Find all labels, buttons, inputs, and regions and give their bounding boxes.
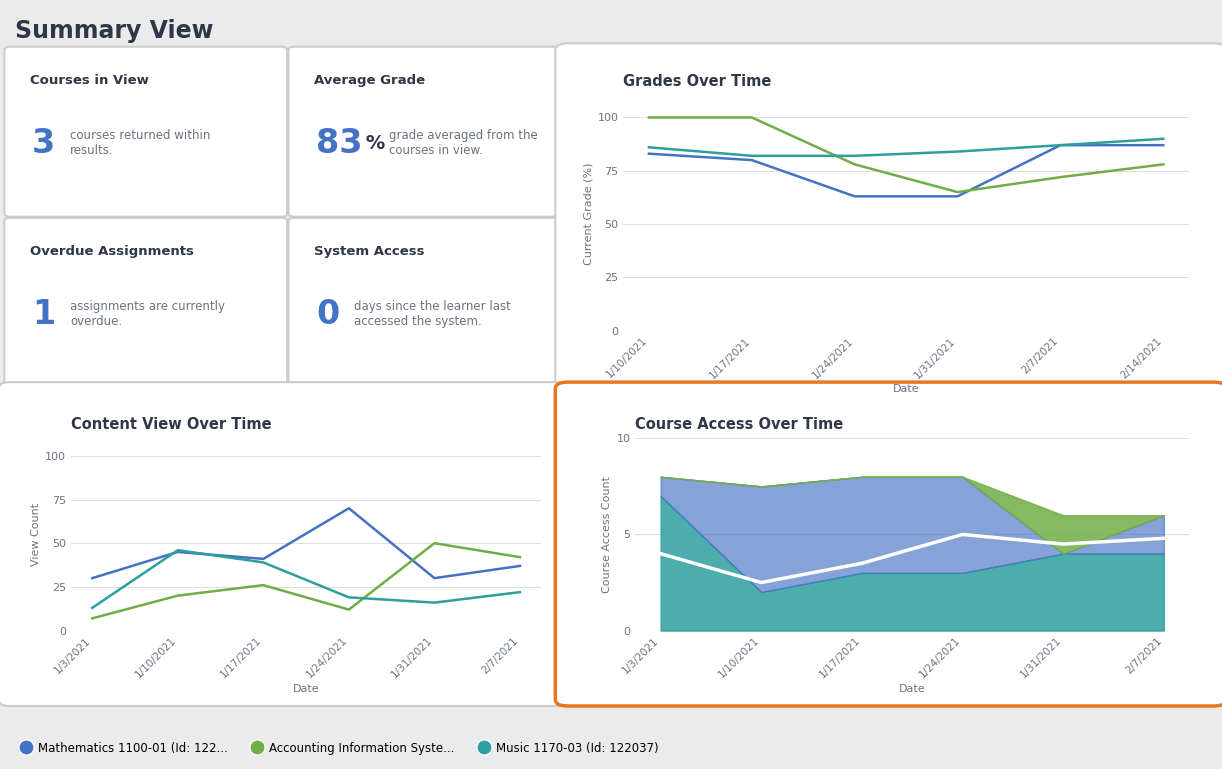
Text: Content View Over Time: Content View Over Time [71,417,271,431]
Text: Course Access Over Time: Course Access Over Time [635,417,843,431]
Y-axis label: Course Access Count: Course Access Count [602,476,612,593]
Y-axis label: Current Grade (%): Current Grade (%) [583,162,593,265]
Text: Average Grade: Average Grade [314,74,425,87]
Text: %: % [359,134,385,153]
X-axis label: Date: Date [893,384,919,394]
Text: 1: 1 [32,298,55,331]
Text: Summary View: Summary View [15,19,213,43]
FancyBboxPatch shape [555,382,1222,706]
Text: grade averaged from the
courses in view.: grade averaged from the courses in view. [390,129,538,158]
FancyBboxPatch shape [5,47,287,217]
Text: 83: 83 [316,127,363,160]
X-axis label: Date: Date [899,684,925,694]
FancyBboxPatch shape [555,43,1222,391]
Text: Grades Over Time: Grades Over Time [623,75,771,89]
Text: 3: 3 [32,127,55,160]
Text: 0: 0 [316,298,340,331]
Legend: Mathematics 1100-01 (Id: 122..., Accounting Information Syste..., Music 1170-03 : Mathematics 1100-01 (Id: 122..., Account… [16,737,664,759]
FancyBboxPatch shape [5,218,287,388]
X-axis label: Date: Date [293,684,319,694]
Text: assignments are currently
overdue.: assignments are currently overdue. [70,301,225,328]
Text: Overdue Assignments: Overdue Assignments [29,245,193,258]
Y-axis label: View Count: View Count [31,503,40,566]
FancyBboxPatch shape [0,382,571,706]
Text: courses returned within
results.: courses returned within results. [70,129,210,158]
Text: System Access: System Access [314,245,424,258]
Text: days since the learner last
accessed the system.: days since the learner last accessed the… [354,301,511,328]
FancyBboxPatch shape [288,47,571,217]
Text: Courses in View: Courses in View [29,74,149,87]
FancyBboxPatch shape [288,218,571,388]
